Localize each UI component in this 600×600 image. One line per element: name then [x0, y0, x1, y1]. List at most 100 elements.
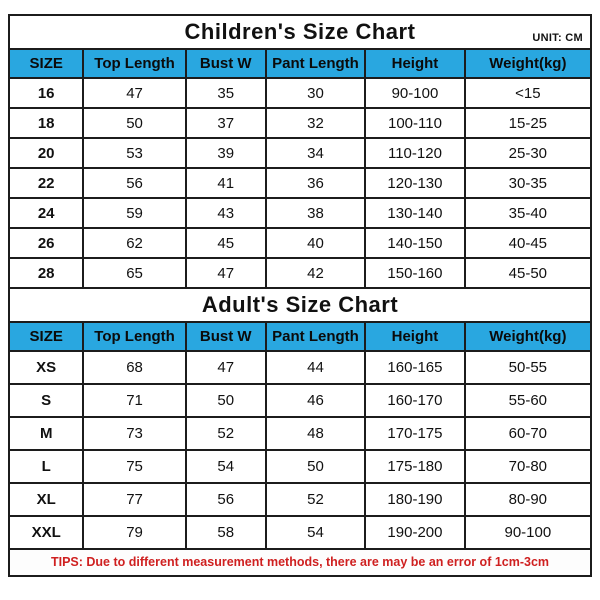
value-cell: 100-110 [364, 107, 466, 139]
column-header: Weight(kg) [463, 48, 593, 79]
value-cell: 77 [82, 482, 187, 517]
size-cell: XS [7, 350, 85, 385]
children-chart-header: Children's Size Chart UNIT: CM [8, 14, 592, 50]
value-cell: 34 [264, 137, 367, 169]
value-cell: 190-200 [364, 515, 466, 550]
value-cell: 60-70 [463, 416, 593, 451]
size-cell: 20 [7, 137, 85, 169]
table-row: XXL 79 58 54 190-200 90-100 [7, 515, 593, 550]
table-row: 28 65 47 42 150-160 45-50 [7, 257, 593, 289]
value-cell: 130-140 [364, 197, 466, 229]
value-cell: 140-150 [364, 227, 466, 259]
value-cell: 50 [82, 107, 187, 139]
size-cell: S [7, 383, 85, 418]
children-chart-title: Children's Size Chart [184, 19, 416, 44]
column-header: Pant Length [264, 321, 367, 352]
value-cell: <15 [463, 77, 593, 109]
value-cell: 110-120 [364, 137, 466, 169]
value-cell: 75 [82, 449, 187, 484]
value-cell: 41 [184, 167, 267, 199]
column-header: Weight(kg) [463, 321, 593, 352]
size-cell: 28 [7, 257, 85, 289]
value-cell: 45-50 [463, 257, 593, 289]
table-row: 24 59 43 38 130-140 35-40 [7, 197, 593, 229]
adult-size-table: SIZE Top Length Bust W Pant Length Height Wei… [7, 321, 593, 550]
value-cell: 120-130 [364, 167, 466, 199]
value-cell: 30-35 [463, 167, 593, 199]
column-header: SIZE [7, 321, 85, 352]
column-header: SIZE [7, 48, 85, 79]
value-cell: 73 [82, 416, 187, 451]
value-cell: 71 [82, 383, 187, 418]
value-cell: 150-160 [364, 257, 466, 289]
size-cell: 18 [7, 107, 85, 139]
value-cell: 30 [264, 77, 367, 109]
children-size-table: SIZE Top Length Bust W Pant Length Height Wei… [7, 48, 593, 289]
value-cell: 160-165 [364, 350, 466, 385]
value-cell: 36 [264, 167, 367, 199]
value-cell: 90-100 [364, 77, 466, 109]
value-cell: 15-25 [463, 107, 593, 139]
value-cell: 58 [184, 515, 267, 550]
adult-chart-header: Adult's Size Chart [8, 287, 592, 323]
value-cell: 55-60 [463, 383, 593, 418]
value-cell: 42 [264, 257, 367, 289]
value-cell: 62 [82, 227, 187, 259]
header-row: SIZE Top Length Bust W Pant Length Height Wei… [7, 321, 593, 352]
value-cell: 160-170 [364, 383, 466, 418]
value-cell: 50 [264, 449, 367, 484]
unit-label: UNIT: CM [532, 32, 583, 44]
value-cell: 53 [82, 137, 187, 169]
column-header: Top Length [82, 48, 187, 79]
value-cell: 47 [184, 257, 267, 289]
value-cell: 54 [184, 449, 267, 484]
value-cell: 44 [264, 350, 367, 385]
header-row: SIZE Top Length Bust W Pant Length Height Wei… [7, 48, 593, 79]
value-cell: 46 [264, 383, 367, 418]
size-cell: 24 [7, 197, 85, 229]
size-cell: 16 [7, 77, 85, 109]
value-cell: 54 [264, 515, 367, 550]
value-cell: 90-100 [463, 515, 593, 550]
value-cell: 47 [184, 350, 267, 385]
table-row: S 71 50 46 160-170 55-60 [7, 383, 593, 418]
adult-chart-title: Adult's Size Chart [201, 292, 399, 317]
value-cell: 56 [82, 167, 187, 199]
size-cell: M [7, 416, 85, 451]
tips-note: TIPS: Due to different measurement metho… [8, 548, 592, 577]
value-cell: 35-40 [463, 197, 593, 229]
column-header: Height [364, 48, 466, 79]
column-header: Bust W [184, 48, 267, 79]
table-row: M 73 52 48 170-175 60-70 [7, 416, 593, 451]
value-cell: 35 [184, 77, 267, 109]
table-row: 16 47 35 30 90-100 <15 [7, 77, 593, 109]
value-cell: 59 [82, 197, 187, 229]
table-row: 18 50 37 32 100-110 15-25 [7, 107, 593, 139]
value-cell: 38 [264, 197, 367, 229]
value-cell: 70-80 [463, 449, 593, 484]
value-cell: 180-190 [364, 482, 466, 517]
value-cell: 80-90 [463, 482, 593, 517]
column-header: Height [364, 321, 466, 352]
value-cell: 50-55 [463, 350, 593, 385]
value-cell: 52 [264, 482, 367, 517]
size-cell: 26 [7, 227, 85, 259]
value-cell: 37 [184, 107, 267, 139]
value-cell: 52 [184, 416, 267, 451]
value-cell: 56 [184, 482, 267, 517]
value-cell: 32 [264, 107, 367, 139]
column-header: Bust W [184, 321, 267, 352]
size-cell: L [7, 449, 85, 484]
size-cell: XXL [7, 515, 85, 550]
value-cell: 48 [264, 416, 367, 451]
value-cell: 65 [82, 257, 187, 289]
value-cell: 68 [82, 350, 187, 385]
value-cell: 50 [184, 383, 267, 418]
table-row: 26 62 45 40 140-150 40-45 [7, 227, 593, 259]
value-cell: 40 [264, 227, 367, 259]
column-header: Top Length [82, 321, 187, 352]
value-cell: 170-175 [364, 416, 466, 451]
table-row: 22 56 41 36 120-130 30-35 [7, 167, 593, 199]
size-chart-sheet: Children's Size Chart UNIT: CM SIZE Top L… [7, 14, 593, 577]
column-header: Pant Length [264, 48, 367, 79]
